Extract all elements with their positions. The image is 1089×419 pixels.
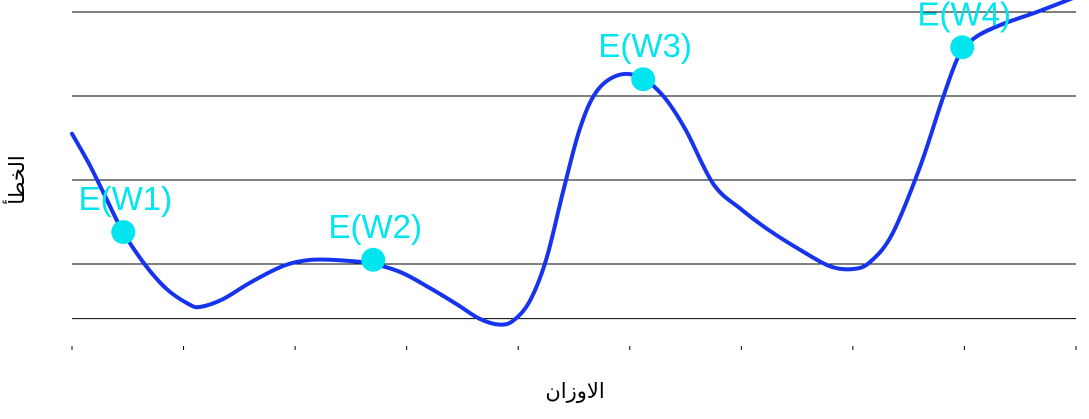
- gridlines: [72, 11, 1076, 320]
- markers-group: E(W1) E(W2) E(W3) E(W4): [79, 0, 1011, 272]
- marker-point-2: [361, 247, 386, 272]
- marker-label-1: E(W1): [79, 180, 173, 217]
- series-group: [70, 0, 1074, 327]
- series-line-0: [70, 0, 1074, 327]
- y-axis-title: الخطأ: [2, 155, 29, 204]
- marker-label-4: E(W4): [917, 0, 1011, 32]
- marker-label-3: E(W3): [598, 27, 692, 64]
- x-axis: [71, 346, 1077, 350]
- marker-point-3: [631, 67, 656, 92]
- marker-point-4: [950, 35, 975, 60]
- marker-label-2: E(W2): [328, 208, 422, 245]
- marker-point-1: [111, 220, 136, 245]
- x-axis-title: الاوزان: [545, 379, 604, 403]
